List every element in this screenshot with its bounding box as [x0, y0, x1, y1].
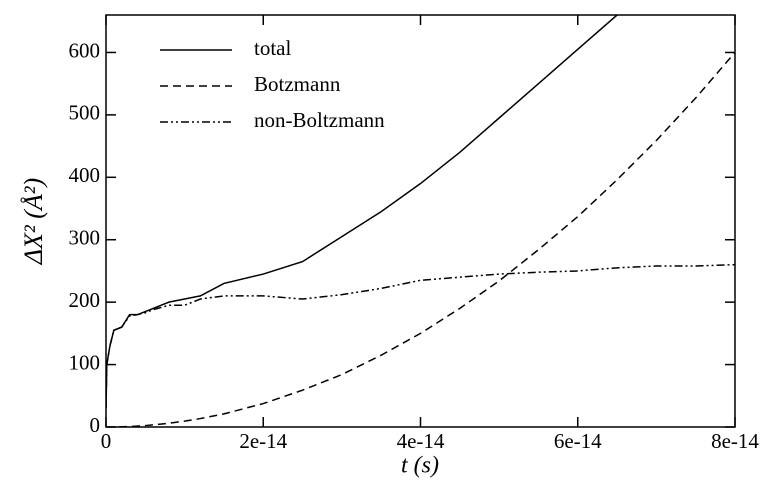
x-tick-label: 0 [101, 429, 112, 453]
x-axis-label: t (s) [401, 453, 439, 479]
series-line [106, 51, 735, 427]
x-tick-label: 6e-14 [554, 429, 602, 453]
y-tick-label: 500 [69, 101, 101, 125]
y-tick-label: 100 [69, 350, 101, 374]
y-tick-label: 400 [69, 163, 101, 187]
x-tick-label: 2e-14 [239, 429, 287, 453]
legend-label: non-Boltzmann [254, 108, 385, 132]
y-tick-label: 300 [69, 226, 101, 250]
x-tick-label: 8e-14 [711, 429, 759, 453]
x-tick-label: 4e-14 [397, 429, 445, 453]
series-line [106, 263, 735, 409]
y-tick-label: 600 [69, 38, 101, 62]
y-tick-label: 200 [69, 288, 101, 312]
series-line [106, 15, 618, 409]
plot-frame [105, 14, 736, 428]
y-axis-label: ΔX² (Å²) [19, 178, 48, 265]
legend-label: Botzmann [254, 72, 341, 96]
y-tick-label: 0 [90, 413, 101, 437]
legend-label: total [254, 36, 291, 60]
